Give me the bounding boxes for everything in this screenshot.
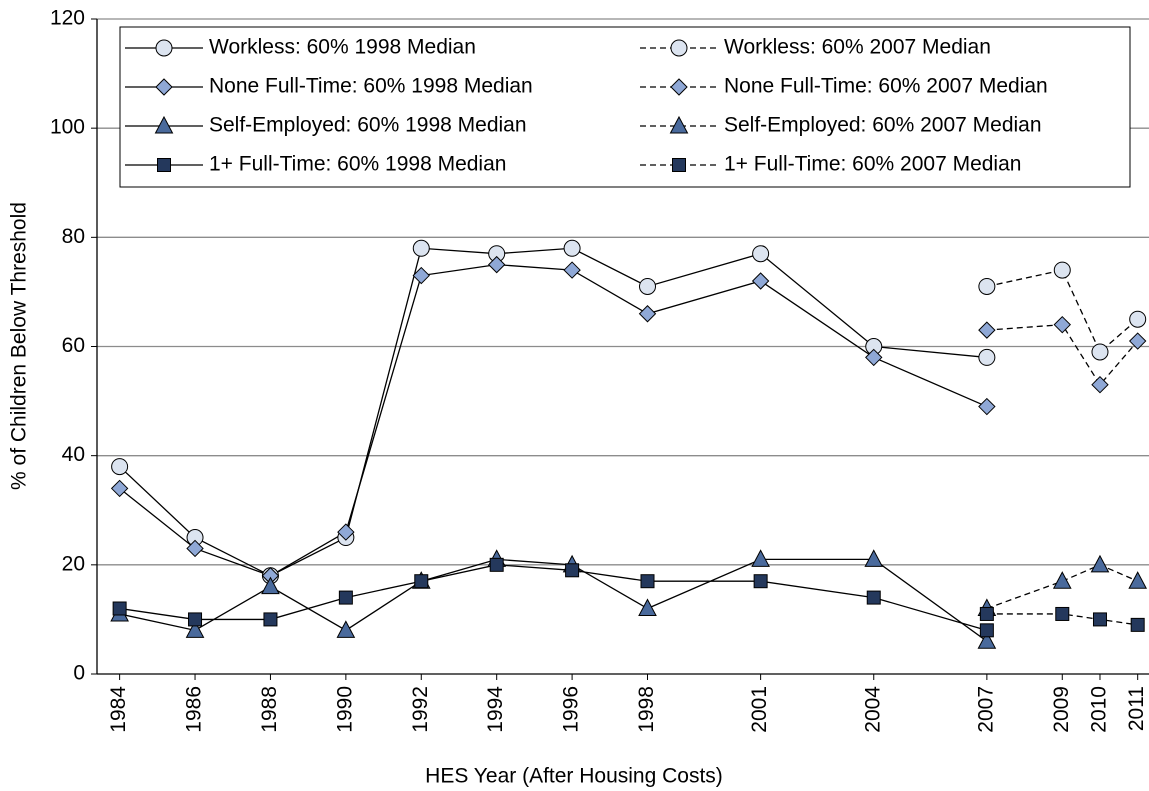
marker bbox=[563, 261, 581, 279]
marker bbox=[1091, 376, 1109, 394]
x-tick-label: 1990 bbox=[333, 686, 356, 733]
marker bbox=[412, 239, 430, 257]
marker bbox=[977, 631, 997, 649]
legend-marker bbox=[154, 115, 174, 134]
marker bbox=[112, 601, 127, 616]
marker bbox=[186, 539, 204, 558]
marker bbox=[337, 523, 355, 541]
y-axis-title: % of Children Below Threshold bbox=[8, 202, 31, 490]
legend-label: 1+ Full-Time: 60% 1998 Median bbox=[209, 153, 506, 176]
legend-label: Workless: 60% 1998 Median bbox=[209, 36, 476, 59]
marker bbox=[1052, 571, 1072, 589]
y-tick-label: 40 bbox=[62, 443, 85, 466]
x-axis-title: HES Year (After Housing Costs) bbox=[425, 765, 723, 788]
series-line bbox=[986, 564, 1138, 610]
marker bbox=[979, 623, 994, 638]
marker bbox=[1130, 617, 1145, 632]
legend-label: None Full-Time: 60% 1998 Median bbox=[209, 75, 533, 98]
marker bbox=[111, 458, 129, 476]
series-line bbox=[986, 323, 1139, 386]
marker bbox=[751, 272, 770, 290]
series-line bbox=[986, 613, 1138, 626]
x-tick-label: 1996 bbox=[560, 686, 583, 733]
marker bbox=[565, 563, 580, 578]
marker bbox=[864, 549, 884, 567]
marker bbox=[978, 277, 996, 295]
legend-marker bbox=[670, 78, 688, 96]
legend-marker bbox=[670, 39, 688, 57]
marker bbox=[487, 255, 506, 274]
legend-marker bbox=[672, 158, 686, 172]
marker bbox=[638, 305, 657, 323]
marker bbox=[414, 574, 429, 589]
marker bbox=[1128, 332, 1147, 350]
marker bbox=[1129, 310, 1147, 328]
legend-marker bbox=[157, 158, 171, 172]
legend-label: Self-Employed: 60% 2007 Median bbox=[724, 114, 1042, 137]
marker bbox=[638, 598, 657, 616]
marker bbox=[639, 277, 657, 295]
x-tick-label: 1992 bbox=[409, 686, 432, 733]
marker bbox=[1091, 343, 1109, 361]
series-line bbox=[119, 247, 987, 577]
legend-marker bbox=[155, 39, 173, 57]
y-tick-label: 0 bbox=[73, 662, 85, 685]
series-line bbox=[986, 269, 1139, 354]
marker bbox=[336, 620, 356, 638]
marker bbox=[188, 612, 203, 627]
marker bbox=[1090, 554, 1110, 573]
y-tick-label: 60 bbox=[62, 334, 85, 357]
marker bbox=[412, 266, 430, 285]
x-tick-label: 2007 bbox=[974, 686, 997, 733]
marker bbox=[338, 590, 353, 605]
x-tick-label: 1986 bbox=[183, 686, 206, 733]
marker bbox=[978, 397, 996, 416]
marker bbox=[263, 612, 278, 627]
x-tick-label: 1988 bbox=[258, 686, 281, 733]
y-tick-label: 20 bbox=[62, 552, 85, 575]
marker bbox=[1053, 315, 1071, 334]
series-line bbox=[119, 558, 988, 642]
marker bbox=[978, 321, 996, 339]
marker bbox=[185, 620, 205, 638]
marker bbox=[1128, 571, 1148, 589]
marker bbox=[979, 606, 994, 621]
marker bbox=[1055, 606, 1070, 621]
legend-marker bbox=[155, 78, 173, 96]
y-tick-label: 120 bbox=[50, 7, 85, 30]
marker bbox=[753, 574, 768, 589]
legend-label: 1+ Full-Time: 60% 2007 Median bbox=[724, 153, 1021, 176]
marker bbox=[640, 574, 655, 589]
legend-marker bbox=[669, 115, 689, 134]
legend-label: Workless: 60% 2007 Median bbox=[724, 36, 991, 59]
legend-label: Self-Employed: 60% 1998 Median bbox=[209, 114, 527, 137]
marker bbox=[978, 348, 996, 366]
x-tick-label: 2001 bbox=[748, 686, 771, 733]
marker bbox=[1053, 261, 1071, 279]
x-tick-label: 2004 bbox=[861, 686, 884, 733]
legend-box bbox=[119, 26, 1131, 188]
marker bbox=[261, 576, 280, 595]
x-tick-label: 1994 bbox=[484, 686, 507, 733]
marker bbox=[751, 549, 770, 567]
marker bbox=[1092, 612, 1107, 627]
x-tick-label: 2010 bbox=[1088, 686, 1111, 733]
marker bbox=[563, 239, 581, 257]
series-line bbox=[119, 263, 988, 577]
legend-label: None Full-Time: 60% 2007 Median bbox=[724, 75, 1048, 98]
marker bbox=[866, 590, 881, 605]
series-line bbox=[119, 564, 988, 631]
y-tick-label: 80 bbox=[62, 225, 85, 248]
marker bbox=[489, 557, 504, 572]
marker bbox=[110, 479, 129, 498]
x-tick-label: 1998 bbox=[635, 686, 658, 733]
x-tick-label: 2009 bbox=[1050, 686, 1073, 733]
x-tick-label: 1984 bbox=[107, 686, 130, 733]
x-tick-label: 2011 bbox=[1125, 686, 1148, 731]
y-tick-label: 100 bbox=[50, 116, 85, 139]
marker bbox=[752, 245, 770, 263]
marker bbox=[865, 348, 883, 367]
